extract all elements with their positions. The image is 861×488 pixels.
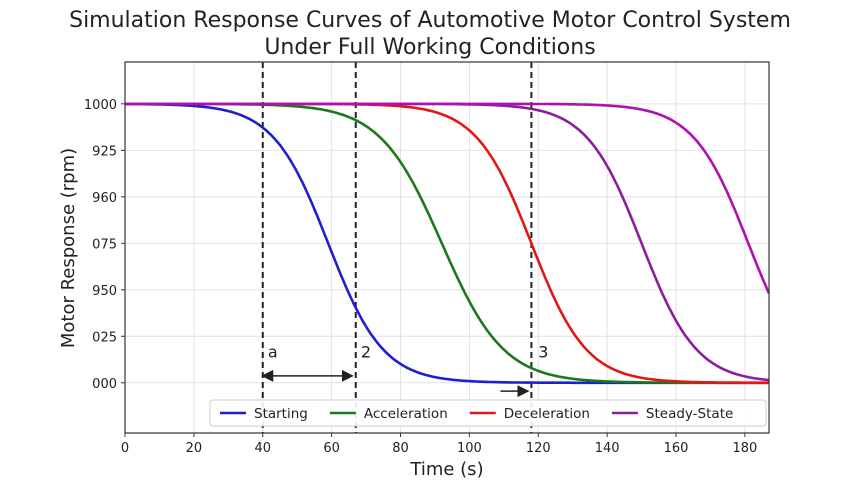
- x-tick-label: 120: [526, 441, 551, 456]
- y-tick-label: 000: [92, 377, 117, 392]
- y-tick-label: 925: [92, 144, 117, 159]
- x-tick-label: 20: [186, 441, 203, 456]
- y-tick-label: 960: [92, 191, 117, 206]
- y-axis-ticks: 1000 925 960 075 950 025 000: [84, 98, 125, 392]
- x-tick-label: 100: [457, 441, 482, 456]
- legend-label: Starting: [254, 406, 308, 422]
- plot-frame: [124, 61, 770, 434]
- annotation-label: 2: [361, 343, 371, 362]
- x-axis-label: Time (s): [409, 459, 483, 480]
- series-curves: [125, 102, 771, 385]
- y-tick-label: 025: [92, 330, 117, 345]
- y-tick-label: 1000: [84, 98, 117, 113]
- x-tick-label: 140: [595, 441, 620, 456]
- chart-title: Simulation Response Curves of Automotive…: [69, 8, 791, 33]
- y-tick-label: 075: [92, 237, 117, 252]
- chart-subtitle: Under Full Working Conditions: [264, 35, 595, 60]
- y-tick-label: 950: [92, 284, 117, 299]
- vertical-marker-lines: [261, 62, 533, 433]
- series-line-steady-state: [125, 102, 770, 382]
- annotation-label: a: [268, 343, 278, 362]
- x-tick-label: 40: [254, 441, 271, 456]
- series-line-steady-state: [125, 102, 771, 294]
- annotation-label: 3: [538, 343, 548, 362]
- x-axis-ticks: 0 20 40 60 80 100 120 140 160 180: [121, 433, 757, 456]
- legend: Starting Acceleration Deceleration Steady-S…: [209, 399, 767, 427]
- y-axis-label: Motor Response (rpm): [58, 148, 79, 348]
- x-tick-label: 0: [121, 441, 129, 456]
- legend-label: Steady-State: [646, 406, 733, 422]
- x-tick-label: 180: [732, 441, 757, 456]
- x-tick-label: 60: [323, 441, 340, 456]
- annotations: a 2 3: [261, 343, 548, 398]
- x-tick-label: 80: [392, 441, 409, 456]
- legend-label: Deceleration: [504, 406, 590, 422]
- legend-label: Acceleration: [364, 406, 448, 422]
- x-tick-label: 160: [664, 441, 689, 456]
